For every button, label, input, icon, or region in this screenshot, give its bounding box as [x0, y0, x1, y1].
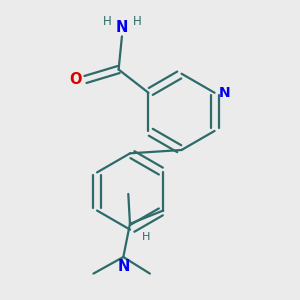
Text: N: N: [117, 259, 130, 274]
Text: H: H: [133, 15, 141, 28]
Text: O: O: [69, 72, 82, 87]
Text: N: N: [116, 20, 128, 35]
Text: N: N: [219, 86, 231, 100]
Text: H: H: [142, 232, 150, 242]
Text: H: H: [103, 15, 111, 28]
